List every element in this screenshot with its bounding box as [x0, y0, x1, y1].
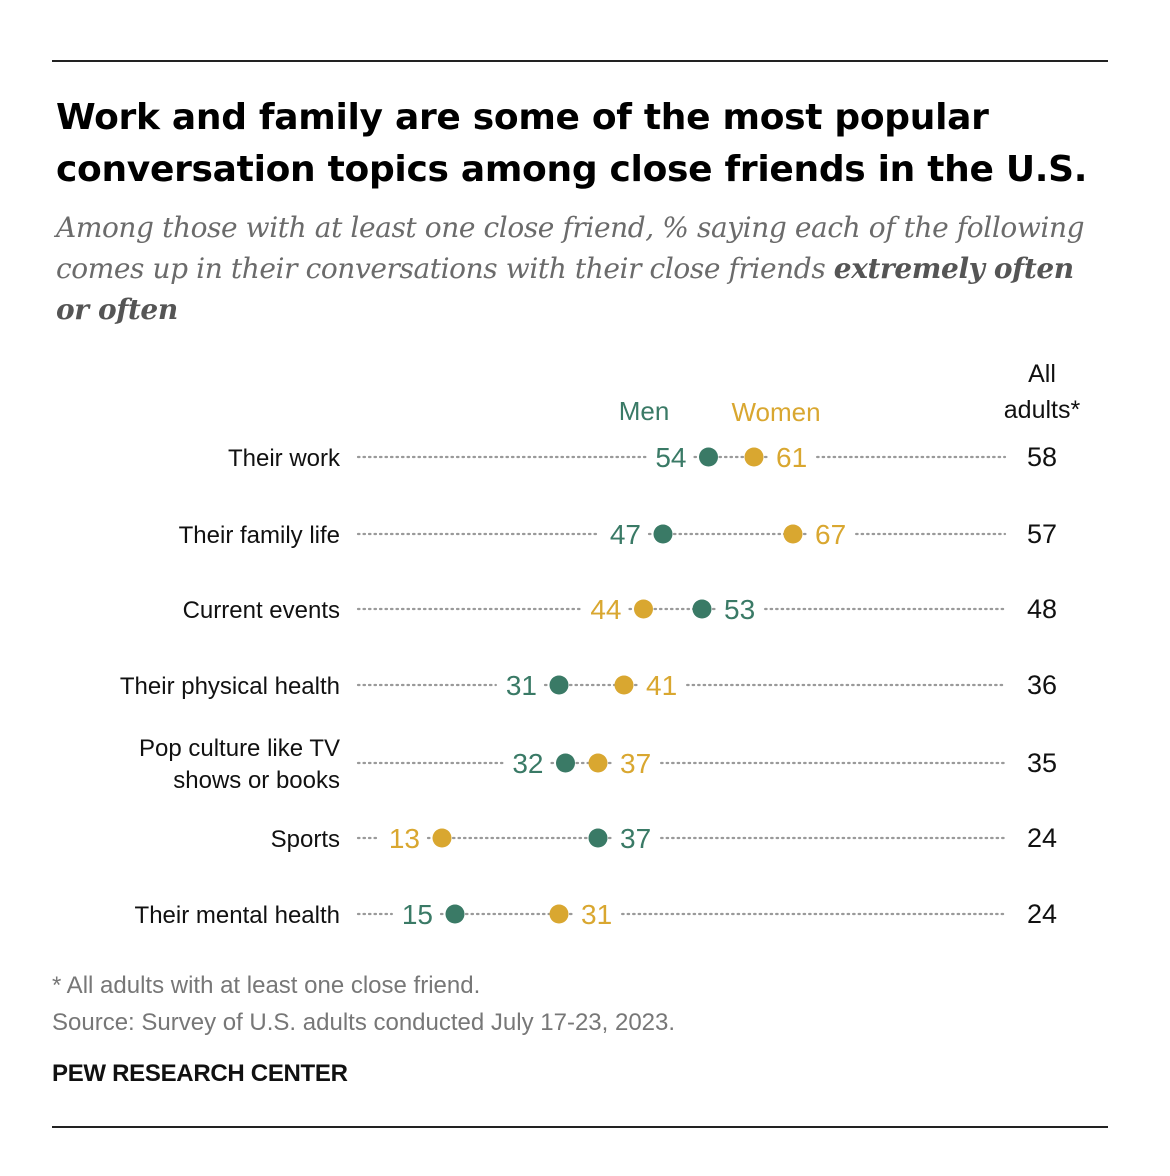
value-men: 31: [506, 670, 537, 701]
value-all-adults: 48: [1027, 594, 1057, 624]
value-men: 54: [655, 442, 686, 473]
legend-women: Women: [731, 397, 820, 427]
top-rule: [52, 60, 1108, 62]
value-women: 67: [815, 519, 846, 550]
category-label: Sports: [271, 826, 340, 853]
value-men: 32: [512, 748, 543, 779]
dot-women: [744, 447, 764, 467]
value-women: 37: [620, 748, 651, 779]
category-label: Their mental health: [135, 902, 340, 929]
legend-men: Men: [619, 396, 670, 426]
value-men: 53: [724, 594, 755, 625]
dot-men: [692, 599, 712, 619]
dot-women: [432, 828, 452, 848]
value-all-adults: 36: [1027, 670, 1057, 700]
brand-logo-text: PEW RESEARCH CENTER: [52, 1060, 348, 1087]
value-all-adults: 24: [1027, 899, 1057, 929]
category-label: Their physical health: [120, 673, 340, 700]
value-women: 31: [581, 899, 612, 930]
dot-women: [614, 675, 634, 695]
dot-men: [549, 675, 569, 695]
subtitle-emphasis: extremely often or often: [56, 252, 1074, 326]
source-note: Source: Survey of U.S. adults conducted …: [52, 1009, 676, 1036]
dot-men: [445, 904, 465, 924]
dot-men: [556, 753, 575, 773]
value-all-adults: 24: [1027, 823, 1057, 853]
footnote: * All adults with at least one close fri…: [52, 972, 481, 999]
dot-plot: Men Women All adults* Their work 54 61 58 Their …: [120, 360, 1081, 930]
dot-men: [588, 828, 608, 848]
dot-women: [549, 904, 569, 924]
value-all-adults: 57: [1027, 519, 1057, 549]
chart-title: Work and family are some of the most pop…: [56, 97, 1088, 190]
value-men: 15: [402, 899, 433, 930]
bottom-rule: [52, 1126, 1108, 1128]
subtitle-text: Among those with at least one close frie…: [56, 211, 1085, 285]
value-women: 41: [646, 670, 677, 701]
dot-women: [783, 524, 803, 544]
value-men: 47: [610, 519, 641, 550]
category-label: Their family life: [179, 522, 340, 549]
all-adults-header: adults*: [1004, 396, 1081, 424]
value-all-adults: 58: [1027, 442, 1057, 472]
chart-subtitle: Among those with at least one close frie…: [56, 207, 1106, 330]
value-women: 13: [389, 823, 420, 854]
value-women: 61: [776, 442, 807, 473]
category-label: Pop culture like TV: [139, 735, 340, 762]
category-label: Their work: [228, 445, 341, 472]
dot-women: [588, 753, 608, 773]
category-label: shows or books: [173, 767, 340, 794]
category-label: Current events: [183, 597, 340, 624]
value-men: 37: [620, 823, 651, 854]
dot-men: [653, 524, 673, 544]
all-adults-header: All: [1028, 360, 1056, 388]
dot-men: [699, 447, 718, 467]
dot-women: [634, 599, 653, 619]
value-women: 44: [590, 594, 621, 625]
value-all-adults: 35: [1027, 748, 1057, 778]
